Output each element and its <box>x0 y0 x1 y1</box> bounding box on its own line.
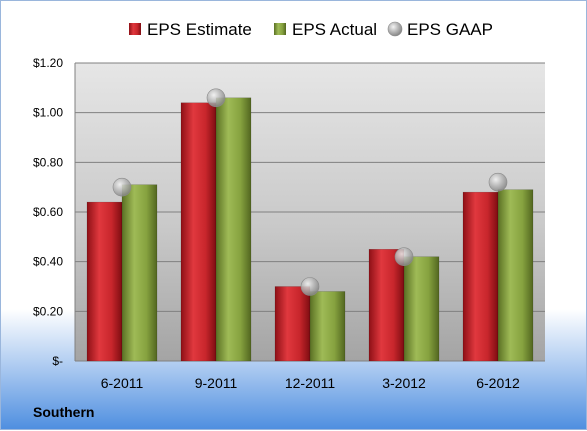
x-tick-label: 3-2012 <box>382 375 426 391</box>
bar-eps-estimate <box>86 201 123 362</box>
bar-eps-actual <box>309 291 346 362</box>
y-tick-label: $0.20 <box>33 304 63 318</box>
y-tick-label: $0.40 <box>33 255 63 269</box>
marker-eps-gaap <box>300 277 320 296</box>
bars <box>86 97 534 362</box>
x-axis-ticks: 6-2011 9-2011 12-2011 3-2012 6-2012 <box>101 375 520 391</box>
gaap-markers <box>112 88 508 296</box>
marker-eps-gaap <box>206 88 226 108</box>
y-tick-label: $0.80 <box>33 155 63 169</box>
company-label: Southern <box>33 404 94 420</box>
marker-eps-gaap <box>394 247 414 266</box>
y-tick-label: $1.00 <box>33 106 63 120</box>
y-axis-ticks: $- $0.20 $0.40 $0.60 $0.80 $1.00 $1.20 <box>33 56 63 368</box>
bar-eps-estimate <box>180 102 217 362</box>
x-tick-label: 9-2011 <box>195 375 238 391</box>
x-tick-label: 12-2011 <box>285 375 336 391</box>
bar-eps-estimate <box>274 286 311 362</box>
marker-eps-gaap <box>112 177 132 197</box>
legend-label: EPS Actual <box>292 20 377 39</box>
legend-swatch <box>387 21 403 37</box>
x-tick-label: 6-2012 <box>476 375 520 391</box>
bar-eps-estimate <box>368 249 405 362</box>
marker-eps-gaap <box>488 172 508 192</box>
legend-swatch <box>274 23 286 35</box>
bar-eps-actual <box>121 184 158 362</box>
legend-swatch <box>129 23 141 35</box>
x-tick-label: 6-2011 <box>101 375 144 391</box>
bar-eps-estimate <box>462 191 499 362</box>
y-tick-label: $1.20 <box>33 56 63 70</box>
y-tick-label: $0.60 <box>33 205 63 219</box>
y-tick-label: $- <box>52 354 63 368</box>
bar-eps-actual <box>403 256 440 362</box>
legend-label: EPS Estimate <box>147 20 252 39</box>
bar-eps-actual <box>215 97 252 362</box>
legend: EPS Estimate EPS Actual EPS GAAP <box>129 20 493 39</box>
legend-label: EPS GAAP <box>407 20 493 39</box>
bar-eps-actual <box>497 189 534 362</box>
